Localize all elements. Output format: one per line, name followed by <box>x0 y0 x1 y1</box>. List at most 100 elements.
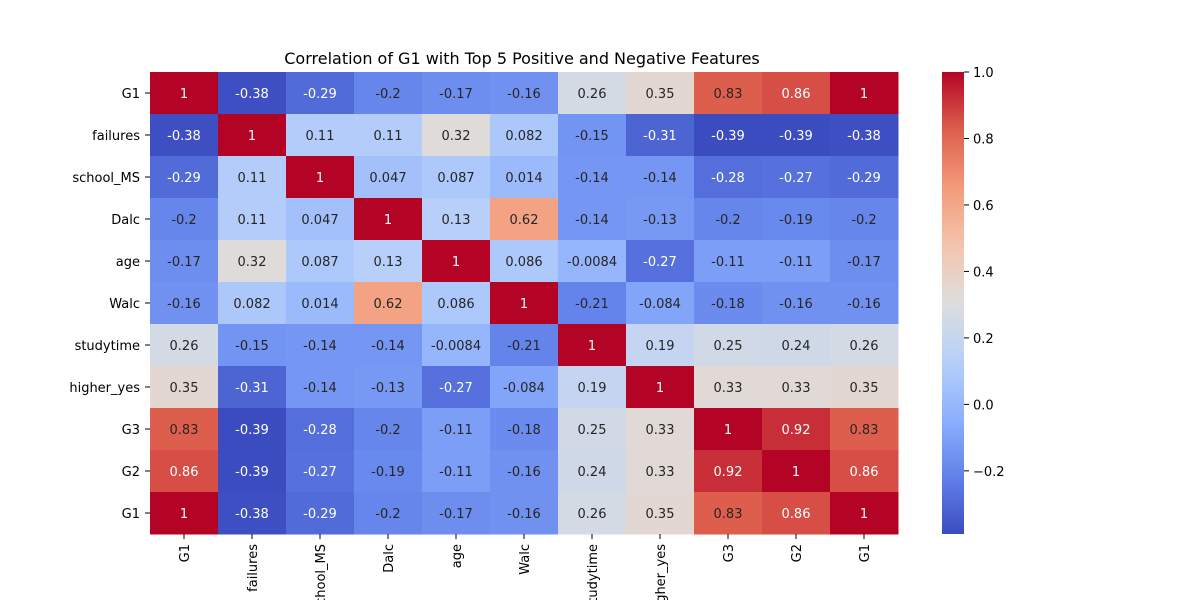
heatmap-cell <box>286 492 355 535</box>
heatmap-cell <box>694 366 763 409</box>
heatmap-cell <box>830 282 899 325</box>
x-tick-label: Dalc <box>382 544 397 573</box>
cell-value-label: -0.27 <box>643 255 677 270</box>
cell-value-label: -0.18 <box>711 297 745 312</box>
cell-value-label: -0.29 <box>847 171 881 186</box>
x-tick-label: higher_yes <box>654 544 669 600</box>
y-tick-label: failures <box>92 129 140 144</box>
heatmap-cell <box>558 72 627 115</box>
cell-value-label: -0.11 <box>439 423 473 438</box>
x-tick-label: Walc <box>518 544 533 575</box>
heatmap-cell <box>286 240 355 283</box>
heatmap-cell <box>490 114 559 157</box>
cell-value-label: 1 <box>792 465 800 480</box>
heatmap-cell <box>218 408 287 451</box>
cell-value-label: 0.86 <box>170 465 199 480</box>
cell-value-label: 1 <box>316 171 324 186</box>
heatmap-cell <box>830 408 899 451</box>
heatmap-cell <box>558 450 627 493</box>
heatmap-cell <box>558 114 627 157</box>
heatmap-cell <box>558 492 627 535</box>
heatmap-cell <box>150 492 219 535</box>
cell-value-label: 1 <box>180 87 188 102</box>
cell-value-label: -0.28 <box>711 171 745 186</box>
heatmap-cell <box>490 198 559 241</box>
cell-value-label: -0.2 <box>715 213 740 228</box>
cell-value-label: 0.082 <box>505 129 542 144</box>
heatmap-cell <box>694 72 763 115</box>
cell-value-label: -0.0084 <box>567 255 617 270</box>
cell-value-label: -0.14 <box>575 171 609 186</box>
colorbar-tick-label: 0.8 <box>973 132 994 147</box>
y-axis: G1 failures school_MS Dalc age Walc studytime h… <box>69 87 150 522</box>
cell-value-label: -0.2 <box>851 213 876 228</box>
heatmap-cell <box>830 366 899 409</box>
heatmap-cell <box>422 282 491 325</box>
cell-value-label: 0.83 <box>714 87 743 102</box>
heatmap-cell <box>150 240 219 283</box>
heatmap-cell <box>490 282 559 325</box>
cell-value-label: 0.086 <box>437 297 474 312</box>
heatmap-cell <box>558 366 627 409</box>
cell-value-label: -0.21 <box>575 297 609 312</box>
cell-value-label: 1 <box>180 507 188 522</box>
y-tick-label: Dalc <box>111 213 140 228</box>
heatmap-cell <box>218 198 287 241</box>
heatmap-cell <box>354 492 423 535</box>
heatmap-cell <box>626 492 695 535</box>
cell-value-label: -0.2 <box>375 423 400 438</box>
cell-value-label: -0.16 <box>507 87 541 102</box>
cell-value-label: 0.83 <box>850 423 879 438</box>
heatmap-cell <box>422 114 491 157</box>
heatmap-cell <box>150 366 219 409</box>
cell-value-label: -0.38 <box>235 87 269 102</box>
cell-value-label: 0.26 <box>850 339 879 354</box>
heatmap-cell <box>762 156 831 199</box>
cell-value-label: -0.084 <box>503 381 545 396</box>
cell-value-label: -0.17 <box>847 255 881 270</box>
heatmap-cell <box>354 282 423 325</box>
cell-value-label: -0.13 <box>371 381 405 396</box>
cell-value-label: -0.31 <box>643 129 677 144</box>
heatmap-cell <box>218 240 287 283</box>
cell-value-label: -0.14 <box>643 171 677 186</box>
cell-value-label: 0.83 <box>170 423 199 438</box>
y-tick-label: studytime <box>75 339 140 354</box>
cell-value-label: -0.29 <box>167 171 201 186</box>
cell-value-label: 0.26 <box>578 87 607 102</box>
heatmap-cell <box>354 450 423 493</box>
cell-value-label: -0.14 <box>575 213 609 228</box>
x-tick-label: G3 <box>722 544 737 562</box>
cell-value-label: -0.2 <box>171 213 196 228</box>
heatmap-cell <box>694 198 763 241</box>
heatmap-cell <box>558 408 627 451</box>
cell-value-label: 0.086 <box>505 255 542 270</box>
heatmap-cell <box>762 198 831 241</box>
cell-value-label: -0.29 <box>303 507 337 522</box>
cell-value-label: 0.62 <box>374 297 403 312</box>
heatmap-cell <box>694 282 763 325</box>
colorbar-gradient <box>942 72 964 534</box>
cell-value-label: 0.35 <box>850 381 879 396</box>
cell-value-label: 0.35 <box>170 381 199 396</box>
cell-value-label: 1 <box>860 507 868 522</box>
heatmap-cell <box>150 72 219 115</box>
cell-value-label: 0.11 <box>238 171 267 186</box>
colorbar-tick-label: 0.4 <box>973 265 994 280</box>
heatmap-cell <box>694 324 763 367</box>
colorbar-tick-label: −0.2 <box>973 465 1005 480</box>
heatmap-cell <box>218 156 287 199</box>
colorbar-tick-label: 1.0 <box>973 66 994 81</box>
heatmap-cell <box>286 156 355 199</box>
y-tick-label: age <box>116 255 140 270</box>
heatmap-cell <box>830 492 899 535</box>
cell-value-label: -0.15 <box>575 129 609 144</box>
cell-value-label: 1 <box>724 423 732 438</box>
cell-value-label: 0.047 <box>301 213 338 228</box>
heatmap-cell <box>218 366 287 409</box>
heatmap-cell <box>762 450 831 493</box>
cell-value-label: 0.33 <box>646 423 675 438</box>
heatmap-cell <box>626 324 695 367</box>
heatmap-cell <box>354 240 423 283</box>
